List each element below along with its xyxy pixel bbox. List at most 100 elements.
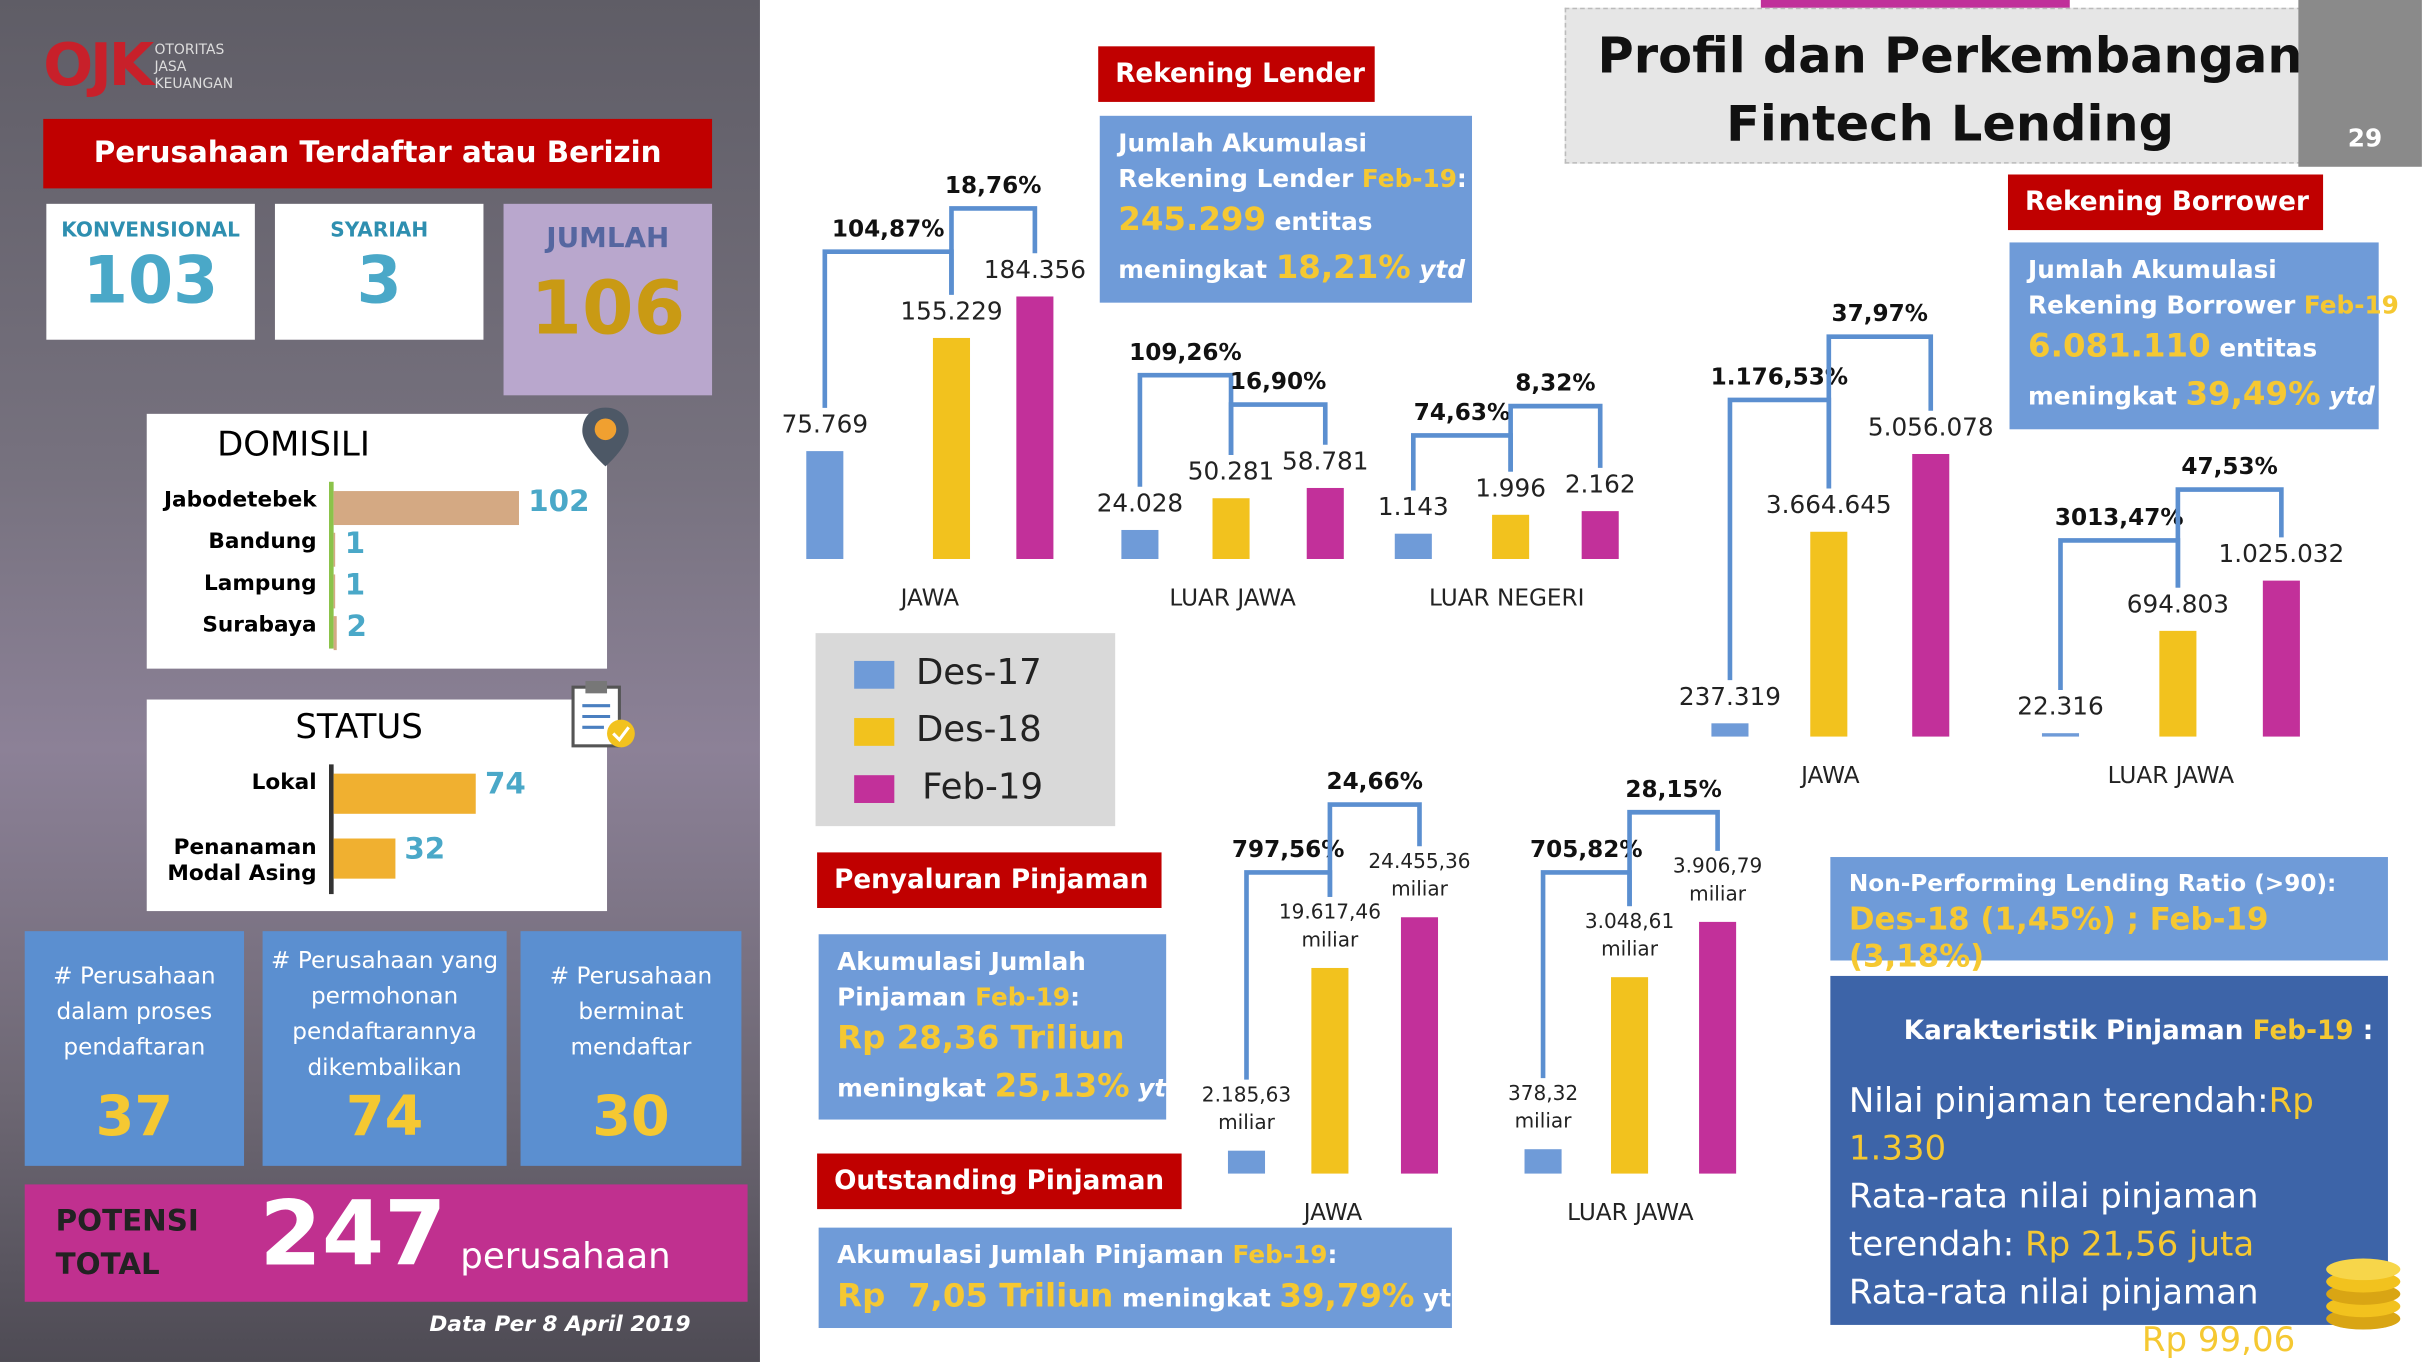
value-label: 3.906,79 [1673,853,1762,877]
pipeline-box: # Perusahaan dalam proses pendaftaran 37 [24,931,245,1166]
value-label: 155.229 [900,296,1002,325]
growth-label: 1.176,53% [1711,365,1848,391]
info-text: meningkat [1113,1283,1280,1313]
growth-label: 104,87% [832,216,945,242]
growth-bracket [1627,809,1720,907]
pipeline-value: 37 [95,1085,174,1149]
info-line: 6.081.110 entitas [2028,323,2360,370]
characteristic-value: Rp 1.330 [1848,1082,2314,1169]
bar [1611,977,1649,1174]
category-label: LUAR JAWA [2108,763,2235,789]
info-text: Akumulasi Jumlah [837,946,1086,976]
characteristics-title-date: Feb-19 [2252,1016,2354,1047]
value-label: 184.356 [984,255,1086,284]
pin-icon [582,407,629,467]
value-label: 22.316 [2017,692,2103,721]
registered-box: KONVENSIONAL 103 [46,203,255,340]
value-unit: miliar [1218,1110,1276,1134]
domicile-value: 1 [344,568,366,603]
outstanding-info: Akumulasi Jumlah Pinjaman Feb-19: Rp 7,05… [818,1227,1469,1329]
growth-bracket [1508,403,1603,472]
outstanding-heading: Outstanding Pinjaman [817,1153,1182,1210]
growth-label: 109,26% [1129,340,1242,366]
legend-swatch [854,775,895,803]
info-text: entitas [1266,207,1373,237]
value-unit: miliar [1689,881,1747,905]
info-text: : [1327,1239,1338,1270]
info-text: ytd [1129,1072,1184,1103]
info-text: 39,49% [2185,374,2321,413]
value-label: 1.996 [1475,473,1546,502]
growth-label: 74,63% [1414,400,1510,426]
potential-box: POTENSI TOTAL 247 perusahaan [24,1181,748,1302]
info-text: 6.081.110 [2028,327,2211,366]
domicile-label: Jabodetebek [163,487,317,513]
value-unit: miliar [1515,1109,1573,1133]
registered-label: SYARIAH [330,219,429,243]
coins-icon [2326,1258,2401,1330]
value-label: 75.769 [782,410,868,439]
category-label: LUAR NEGERI [1429,585,1584,611]
page-number: 29 [2347,123,2383,153]
bar [2262,580,2300,737]
info-text: : [1070,982,1081,1012]
info-text: Rekening Borrower [2028,290,2304,320]
domicile-label: Lampung [203,571,317,597]
growth-bracket [822,249,954,408]
legend-label: Feb-19 [922,767,1044,808]
info-line: 245.299 entitas [1118,197,1453,244]
domicile-title: DOMISILI [217,426,370,465]
legend-swatch [854,718,895,746]
borrower-heading: Rekening Borrower [2007,174,2324,231]
pipeline-label: # Perusahaan yang permohonan pendaftaran… [271,946,499,1081]
logo-mark: OJK [43,30,154,99]
axis-line [328,764,334,895]
logo-line: KEUANGAN [154,77,234,93]
category-label: LUAR JAWA [1169,585,1296,611]
pipeline-box: # Perusahaan yang permohonan pendaftaran… [262,931,507,1166]
bar [1227,1150,1266,1174]
growth-label: 24,66% [1326,769,1422,795]
potential-value: 247 [259,1181,447,1287]
legend-swatch [854,660,895,689]
bar [1016,296,1054,560]
characteristic: Rata-rata nilai pinjaman yang disalurkan… [1849,1269,2336,1362]
info-text: Rp 28,36 Triliun [837,1019,1125,1057]
growth-label: 16,90% [1230,369,1326,395]
domicile-label: Surabaya [202,613,317,638]
page-number-box [2298,0,2422,167]
status-title: STATUS [295,708,423,748]
registered-value: 3 [356,242,402,319]
info-line: meningkat 18,21% ytd [1118,244,1465,291]
characteristic-value: Rp 21,56 juta [2024,1226,2255,1265]
npl-value: Des-18 (1,45%) ; Feb-19 (3,18%) [1848,900,2269,975]
growth-bracket [2175,487,2284,588]
logo-text: OTORITAS JASA KEUANGAN [154,43,233,94]
bar [2159,630,2197,737]
domicile-bar [333,616,338,651]
info-text: ytd [1414,1283,1469,1313]
growth-label: 705,82% [1530,837,1643,863]
logo-line: OTORITAS [154,43,225,59]
info-line: Akumulasi Jumlah [837,944,1147,980]
bar [2041,733,2080,737]
bar [1400,917,1439,1174]
bar [1711,723,1749,737]
growth-label: 28,15% [1625,777,1721,803]
growth-bracket [949,206,1038,295]
info-line: meningkat 25,13% ytd [837,1062,1184,1109]
status-label: Penanaman Modal Asing [167,835,317,887]
potential-label: POTENSI TOTAL [55,1204,199,1282]
value-label: 58.781 [1282,446,1368,475]
characteristic-label: Nilai pinjaman terendah: [1848,1082,2269,1122]
logo-line: JASA [154,60,187,76]
info-text: 39,79% [1279,1277,1415,1315]
info-text: 25,13% [994,1066,1130,1104]
status-label: Lokal [251,770,317,796]
value-label: 694.803 [2127,589,2229,618]
title-box [1564,7,2333,164]
domicile-bar [333,574,336,609]
lender-info: Jumlah Akumulasi Rekening Lender Feb-19: 2… [1099,115,1473,303]
bar [1492,514,1530,560]
growth-label: 8,32% [1515,371,1595,397]
